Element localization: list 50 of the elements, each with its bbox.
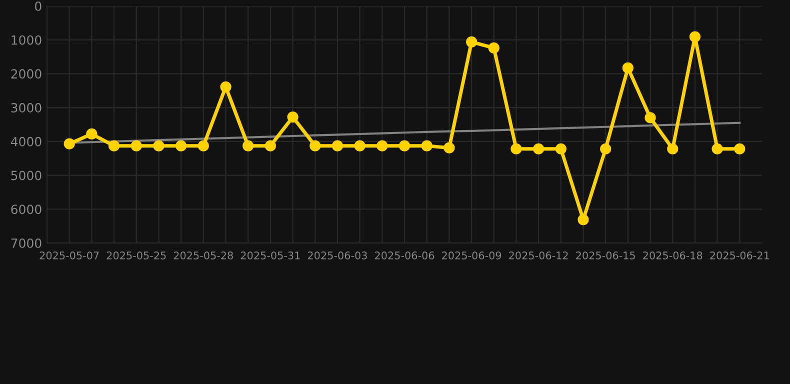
point	[130, 140, 142, 152]
y-tick-label: 6000	[11, 204, 42, 214]
x-tick-label: 2025-06-18	[643, 252, 702, 260]
point	[287, 111, 298, 123]
point	[712, 143, 723, 154]
point	[578, 214, 589, 226]
x-tick-label: 2025-06-03	[308, 252, 367, 260]
point	[734, 143, 746, 154]
point	[86, 128, 98, 140]
x-tick-label: 2025-05-28	[174, 252, 233, 260]
x-tick-label: 2025-06-06	[374, 252, 434, 260]
y-tick-label: 4000	[10, 136, 42, 146]
point	[153, 140, 164, 152]
point	[600, 143, 612, 154]
point	[398, 140, 410, 152]
point	[555, 143, 566, 154]
y-tick-label: 3000	[11, 103, 42, 112]
point	[220, 81, 232, 92]
point	[108, 140, 120, 152]
x-tick-label: 2025-05-25	[106, 252, 166, 260]
point	[622, 62, 634, 74]
point	[354, 140, 366, 152]
y-tick-label: 0	[35, 1, 42, 11]
point	[332, 140, 344, 152]
point	[533, 143, 544, 154]
point	[444, 142, 455, 154]
y-tick-label: 7000	[11, 238, 42, 248]
point	[421, 140, 432, 152]
point	[488, 42, 500, 54]
point	[264, 140, 276, 152]
x-tick-label: 2025-06-12	[509, 252, 568, 260]
point	[310, 140, 321, 152]
y-tick-label: 5000	[11, 170, 42, 180]
x-tick-label: 2025-05-07	[40, 252, 99, 260]
point	[242, 140, 254, 152]
y-tick-label: 1000	[12, 35, 42, 45]
point	[376, 140, 388, 152]
point	[689, 31, 701, 42]
point	[64, 138, 75, 150]
point	[510, 143, 522, 154]
point	[644, 112, 656, 124]
y-tick-label: 2000	[11, 69, 42, 79]
x-tick-label: 2025-06-21	[710, 252, 769, 260]
point	[176, 140, 187, 152]
x-tick-label: 2025-06-09	[442, 252, 502, 260]
point	[466, 36, 478, 48]
x-tick-label: 2025-06-15	[576, 252, 635, 260]
x-tick-label: 2025-05-31	[240, 252, 300, 260]
point	[667, 143, 678, 154]
point	[198, 140, 209, 152]
